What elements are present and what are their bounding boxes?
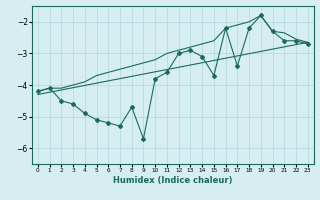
X-axis label: Humidex (Indice chaleur): Humidex (Indice chaleur): [113, 176, 233, 185]
